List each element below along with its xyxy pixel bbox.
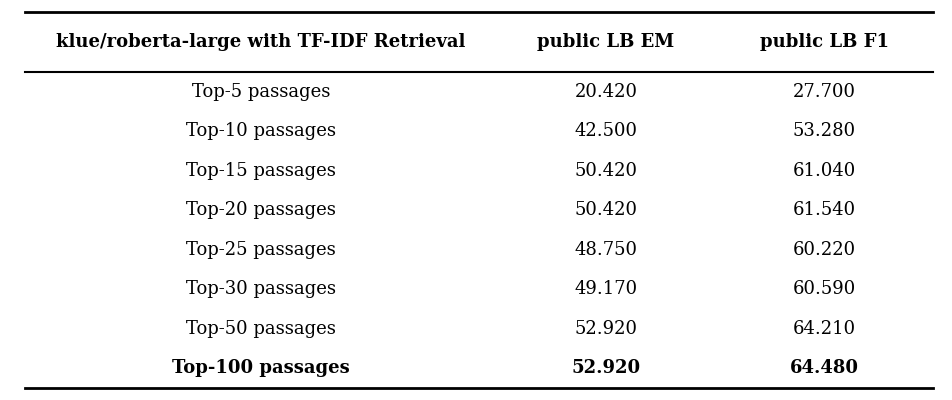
Text: 27.700: 27.700 <box>793 83 856 101</box>
Text: public LB F1: public LB F1 <box>760 33 888 51</box>
Text: Top-50 passages: Top-50 passages <box>186 320 336 338</box>
Text: public LB EM: public LB EM <box>538 33 675 51</box>
Text: Top-15 passages: Top-15 passages <box>186 162 336 180</box>
Text: 48.750: 48.750 <box>575 241 638 259</box>
Text: 61.040: 61.040 <box>792 162 856 180</box>
Text: 60.220: 60.220 <box>792 241 856 259</box>
Text: 50.420: 50.420 <box>575 201 638 219</box>
Text: 52.920: 52.920 <box>575 320 638 338</box>
Text: 64.210: 64.210 <box>792 320 856 338</box>
Text: 61.540: 61.540 <box>792 201 856 219</box>
Text: klue/roberta-large with TF-IDF Retrieval: klue/roberta-large with TF-IDF Retrieval <box>56 33 466 51</box>
Text: 49.170: 49.170 <box>574 280 638 298</box>
Text: Top-20 passages: Top-20 passages <box>186 201 336 219</box>
Text: Top-5 passages: Top-5 passages <box>191 83 330 101</box>
Text: Top-25 passages: Top-25 passages <box>186 241 336 259</box>
Text: 53.280: 53.280 <box>792 122 856 140</box>
Text: 60.590: 60.590 <box>792 280 856 298</box>
Text: 20.420: 20.420 <box>575 83 638 101</box>
Text: 42.500: 42.500 <box>575 122 638 140</box>
Text: 50.420: 50.420 <box>575 162 638 180</box>
Text: Top-10 passages: Top-10 passages <box>186 122 336 140</box>
Text: 52.920: 52.920 <box>571 359 641 377</box>
Text: 64.480: 64.480 <box>789 359 859 377</box>
Text: Top-100 passages: Top-100 passages <box>172 359 349 377</box>
Text: Top-30 passages: Top-30 passages <box>186 280 336 298</box>
